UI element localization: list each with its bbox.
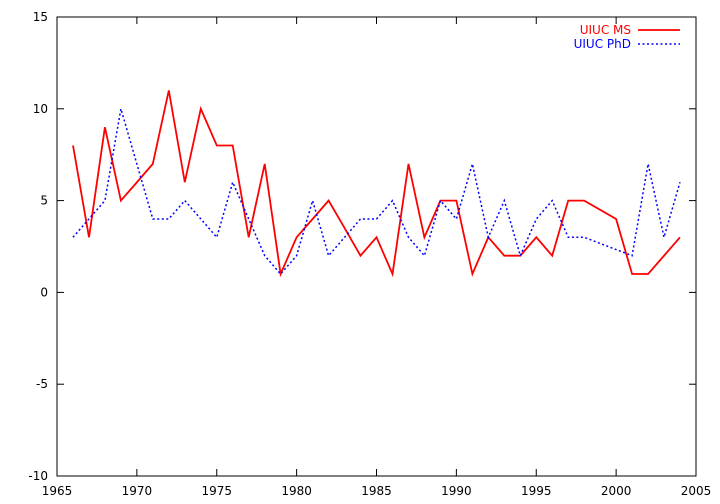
y-tick-label: 15 — [33, 10, 48, 24]
y-tick-label: -10 — [28, 469, 48, 483]
y-tick-label: 10 — [33, 102, 48, 116]
x-tick-label: 1995 — [521, 484, 552, 498]
x-tick-label: 1980 — [281, 484, 312, 498]
x-tick-label: 1985 — [361, 484, 392, 498]
legend-label-uiuc-phd: UIUC PhD — [574, 37, 631, 51]
y-tick-label: 0 — [40, 285, 48, 299]
y-tick-label: 5 — [40, 194, 48, 208]
x-tick-label: 1975 — [201, 484, 232, 498]
plot-frame — [56, 16, 697, 477]
axis-tick-labels: 1965 1970 1975 1980 1985 1990 1995 2000 2005 -10 -… — [28, 10, 711, 498]
x-tick-label: 2005 — [681, 484, 712, 498]
series-line-uiuc-ms — [72, 90, 681, 278]
series-line-uiuc-phd — [72, 108, 681, 276]
x-tick-label: 1965 — [42, 484, 73, 498]
x-tick-label: 1970 — [122, 484, 153, 498]
y-tick-label: -5 — [36, 377, 48, 391]
x-tick-label: 2000 — [601, 484, 632, 498]
x-tick-label: 1990 — [441, 484, 472, 498]
legend: UIUC MS UIUC PhD — [574, 23, 680, 51]
axis-ticks — [56, 16, 697, 477]
legend-label-uiuc-ms: UIUC MS — [580, 23, 631, 37]
series-lines — [72, 90, 681, 278]
